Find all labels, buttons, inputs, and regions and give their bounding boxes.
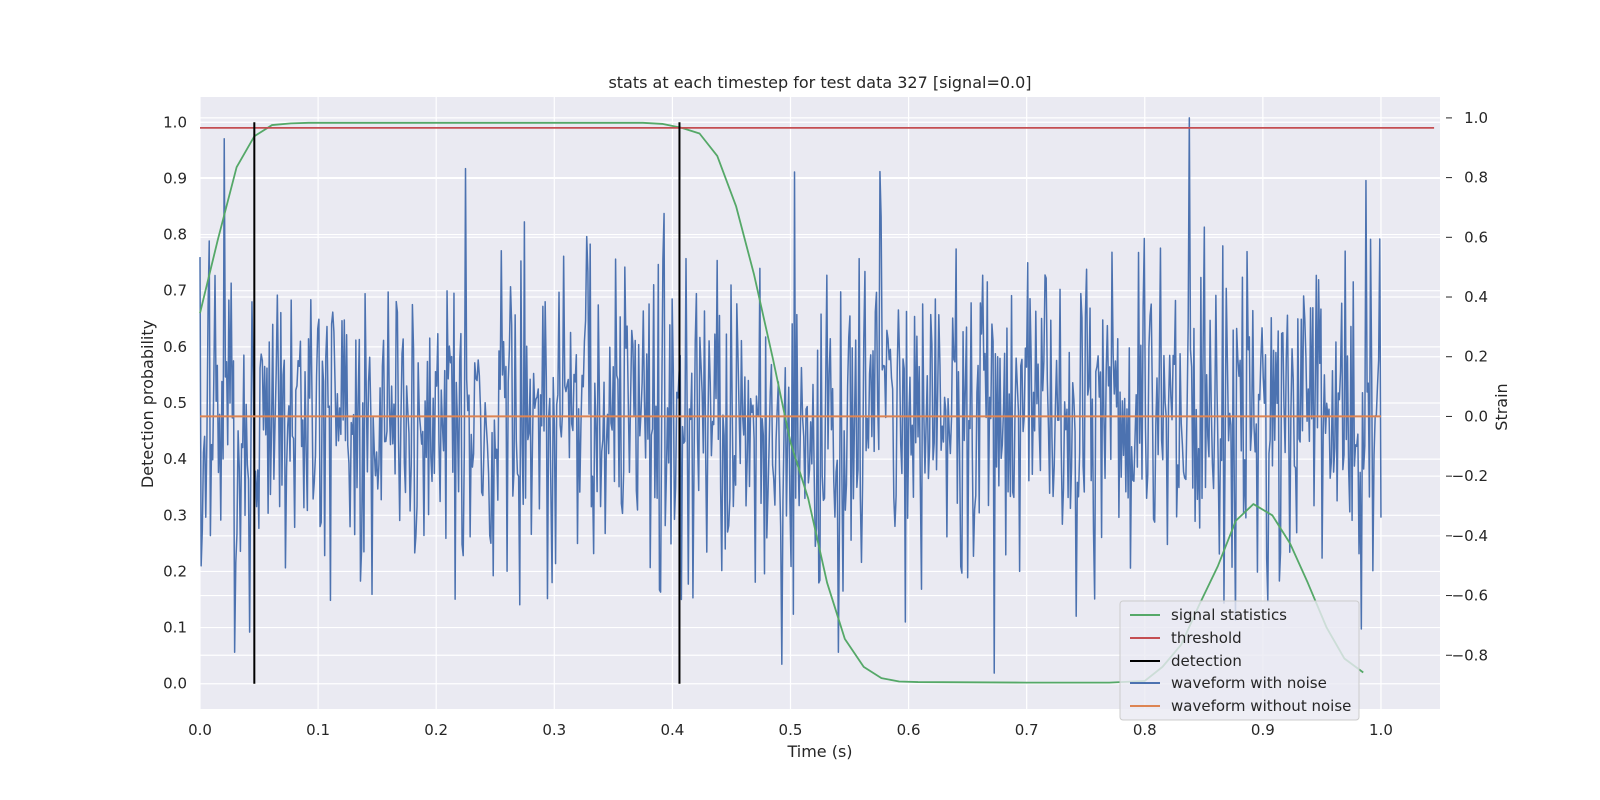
y-tick-label-right: 0.4 [1464,288,1488,306]
x-tick-label: 0.8 [1133,721,1157,739]
legend-box [1119,600,1360,721]
y-tick-label-left: 0.4 [163,450,187,468]
y-tick-label-left: 0.2 [163,562,187,580]
x-tick-label: 1.0 [1369,721,1393,739]
y-tick-label-right: −0.8 [1452,646,1488,664]
legend-label-waveform-with-noise: waveform with noise [1171,674,1327,692]
x-tick-label: 0.3 [542,721,566,739]
series-layer [199,117,1435,684]
x-tick-label: 0.2 [424,721,448,739]
y-tick-label-left: 0.7 [163,282,187,300]
chart-title: stats at each timestep for test data 327… [608,73,1031,92]
y-tick-label-right: −0.2 [1452,467,1488,485]
y-tick-label-right: −0.4 [1452,527,1488,545]
y-tick-label-left: 0.6 [163,338,187,356]
y-axis-label-left: Detection probability [138,320,157,488]
y-tick-label-left: 0.3 [163,506,187,524]
y-tick-label-right: 0.2 [1464,348,1488,366]
y-tick-label-left: 1.0 [163,113,187,131]
y-tick-label-left: 0.9 [163,169,187,187]
y-tick-label-right: −0.6 [1452,587,1488,605]
x-tick-label: 0.1 [306,721,330,739]
x-tick-label: 0.7 [1015,721,1039,739]
legend-label-detection: detection [1171,652,1242,670]
y-tick-label-right: 0.6 [1464,228,1488,246]
y-tick-label-left: 0.0 [163,675,187,693]
y-tick-label-left: 0.5 [163,394,187,412]
y-tick-label-right: 0.8 [1464,169,1488,187]
y-tick-label-left: 0.8 [163,226,187,244]
x-tick-label: 0.6 [897,721,921,739]
legend-label-waveform-without-noise: waveform without noise [1171,697,1351,715]
legend: signal statistics threshold detection wa… [1119,600,1360,721]
y-tick-label-right: 1.0 [1464,109,1488,127]
x-tick-label: 0.0 [188,721,212,739]
x-axis-label: Time (s) [786,742,852,761]
y-tick-label-right: 0.0 [1464,407,1488,425]
series-waveform-with-noise [199,117,1382,674]
x-tick-label: 0.4 [660,721,684,739]
x-tick-label: 0.9 [1251,721,1275,739]
x-tick-label: 0.5 [779,721,803,739]
series-signal-statistics [199,121,1364,684]
ticks: 0.0 0.1 0.2 0.3 0.4 0.5 0.6 0.7 0.8 0.9 1.0 0.0 0.1 0… [163,109,1488,739]
legend-label-threshold: threshold [1171,629,1242,647]
y-axis-label-right: Strain [1492,383,1511,430]
legend-label-signal-statistics: signal statistics [1171,606,1287,624]
y-tick-label-left: 0.1 [163,619,187,637]
